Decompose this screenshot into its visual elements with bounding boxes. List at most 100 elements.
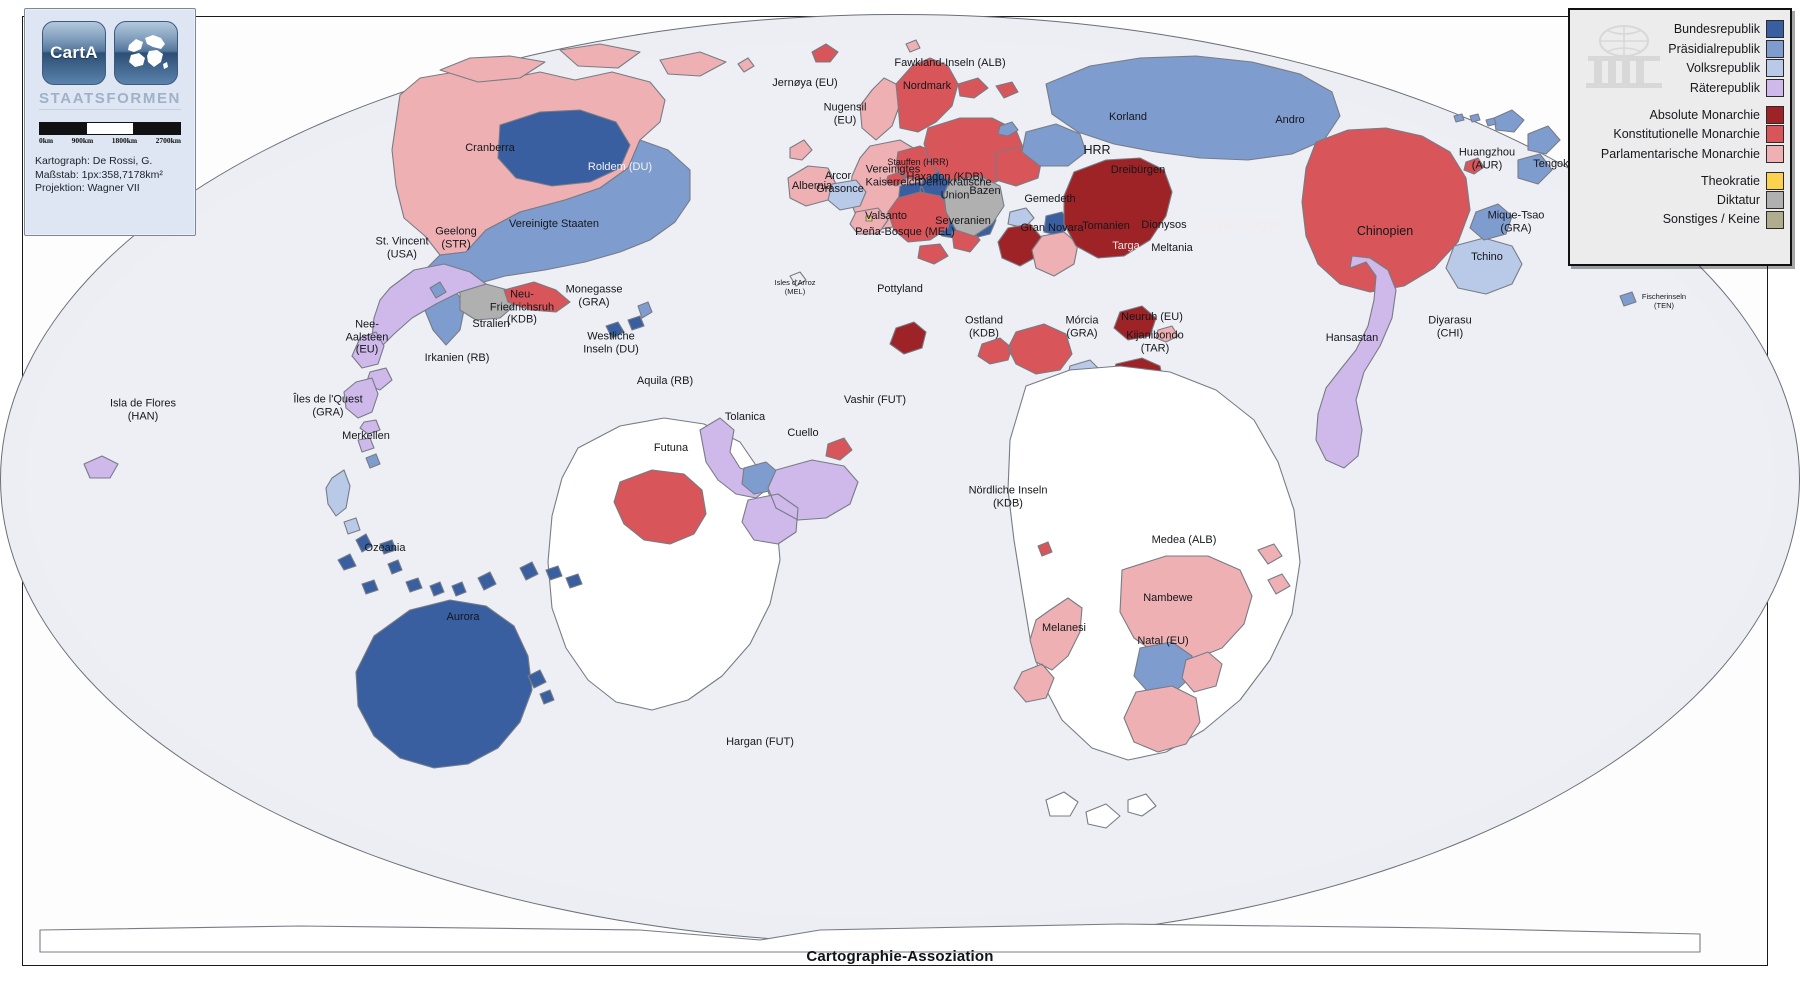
legend-color-swatch <box>1766 144 1784 163</box>
island-monegasse <box>637 301 653 319</box>
country-targa <box>997 223 1043 267</box>
scale-bar-widget: 0km 900km 1800km 2700km <box>39 122 181 145</box>
legend-item-label: Parlamentarische Monarchie <box>1600 146 1760 161</box>
islands-nordmark-east <box>957 77 1019 99</box>
country-stralien <box>459 283 515 321</box>
scale-seg-2 <box>86 123 134 134</box>
islands-arroz <box>789 271 807 287</box>
logo-row: CartA <box>25 9 195 85</box>
country-valsanto-capital <box>865 215 873 222</box>
meta-scale: Maßstab: 1px:358,7178km² <box>35 168 163 181</box>
country-medea-islands <box>1257 543 1291 595</box>
landmass-south-west <box>547 417 781 711</box>
islands-iles-de-l-ouest <box>365 453 381 469</box>
country-chinopien <box>1301 127 1471 293</box>
country-medea <box>1119 555 1253 661</box>
country-albernia <box>787 139 837 207</box>
country-futuna <box>613 469 707 545</box>
country-grasonce <box>827 179 867 211</box>
country-andro-west <box>1021 123 1087 167</box>
scale-tick-1: 900km <box>71 136 94 145</box>
country-roldem <box>497 109 631 187</box>
islands-westliche <box>605 315 645 339</box>
legend-color-swatch <box>1766 125 1784 143</box>
country-pottyland <box>889 321 927 355</box>
islands-southern-tail <box>1045 791 1157 829</box>
country-nordmark <box>811 43 959 133</box>
country-korland <box>997 121 1019 137</box>
country-tchino <box>1445 237 1523 295</box>
brand-subtitle: STAATSFORMEN <box>39 90 181 107</box>
legend-item-label: Räterepublik <box>1689 80 1760 95</box>
country-buyuk-sergiye <box>1063 157 1173 259</box>
scale-tick-3: 2700km <box>155 136 181 145</box>
legend-item-parlamentarische-monarchie[interactable]: Parlamentarische Monarchie <box>1576 144 1784 163</box>
islands-merkellen <box>325 469 361 535</box>
legend-color-swatch <box>1766 20 1784 38</box>
country-ostland <box>977 323 1073 375</box>
legend-item-konstitutionelle-monarchie[interactable]: Konstitutionelle Monarchie <box>1576 125 1784 143</box>
globe-icon <box>128 35 168 69</box>
legend-item-diktatur[interactable]: Diktatur <box>1576 191 1784 209</box>
globe-glare <box>115 22 177 51</box>
legend-color-swatch <box>1766 191 1784 209</box>
legend-item-label: Theokratie <box>1700 173 1760 188</box>
legend-color-swatch <box>1766 210 1784 229</box>
parliament-building-icon <box>1586 25 1662 88</box>
islands-fawkland <box>905 39 921 53</box>
map-footer-title: Cartographie-Assoziation <box>806 948 994 965</box>
logo-glare <box>43 22 105 51</box>
legend-item-pr-sidialrepublik[interactable]: Präsidialrepublik <box>1576 39 1784 58</box>
country-andro <box>1045 55 1341 161</box>
legend-color-swatch <box>1766 171 1784 190</box>
scale-bar <box>39 122 181 135</box>
scale-seg-3 <box>133 123 181 134</box>
legend-item-label: Bundesrepublik <box>1673 22 1760 36</box>
islands-ozeania <box>337 533 583 597</box>
country-melanesi <box>1013 597 1083 703</box>
country-aurora <box>355 599 533 769</box>
island-jernoya <box>737 57 755 73</box>
country-natal <box>1123 651 1223 753</box>
scale-tick-0: 0km <box>39 136 54 145</box>
legend-item-absolute-monarchie[interactable]: Absolute Monarchie <box>1576 105 1784 124</box>
legend-color-swatch <box>1766 105 1784 124</box>
legend-item-bundesrepublik[interactable]: Bundesrepublik <box>1576 20 1784 38</box>
legend-item-label: Sonstiges / Keine <box>1662 211 1760 226</box>
globe-logo-tile <box>114 21 178 85</box>
island-isla-de-flores <box>83 455 119 479</box>
landmass-antarctic-rim <box>39 923 1701 953</box>
islands-aurora-east <box>527 669 555 705</box>
country-gemedeth <box>1007 207 1035 229</box>
country-vashir <box>825 437 853 461</box>
country-nambewe <box>1133 641 1193 695</box>
brand-name: CartA <box>50 43 98 62</box>
scale-tick-labels: 0km 900km 1800km 2700km <box>39 136 181 145</box>
brand-logo-tile: CartA <box>42 21 106 85</box>
country-tengoku <box>1493 109 1561 185</box>
legend-item-label: Absolute Monarchie <box>1649 107 1760 122</box>
country-hansastan <box>1315 255 1397 469</box>
country-mique-tsao <box>1469 203 1513 241</box>
map-metadata: Kartograph: De Rossi, G. Maßstab: 1px:35… <box>35 155 195 196</box>
legend-item-sonstiges-keine[interactable]: Sonstiges / Keine <box>1576 210 1784 241</box>
legend-color-swatch <box>1766 59 1784 77</box>
legend-item-r-terepublik[interactable]: Räterepublik <box>1576 78 1784 97</box>
country-neuruh-marker <box>1155 325 1179 343</box>
country-irkanien-south <box>351 331 393 391</box>
legend-color-swatch <box>1766 78 1784 97</box>
country-cuello <box>741 459 859 545</box>
legend-item-volksrepublik[interactable]: Volksrepublik <box>1576 59 1784 77</box>
legend-panel: Bundesrepublik Präsidialrepublik Volksrepu… <box>1568 8 1792 266</box>
legend-color-swatch <box>1766 39 1784 58</box>
country-nee-aalsteen <box>343 377 381 453</box>
island-st-vincent <box>429 281 447 299</box>
islands-tengoku-dots <box>1453 113 1497 127</box>
meta-cartographer: Kartograph: De Rossi, G. <box>35 155 153 167</box>
country-tomanien <box>943 175 1005 237</box>
islands-fischerinseln <box>1619 291 1637 307</box>
scale-tick-2: 1800km <box>111 136 138 145</box>
legend-item-theokratie[interactable]: Theokratie <box>1576 171 1784 190</box>
country-nugensil <box>859 77 901 141</box>
